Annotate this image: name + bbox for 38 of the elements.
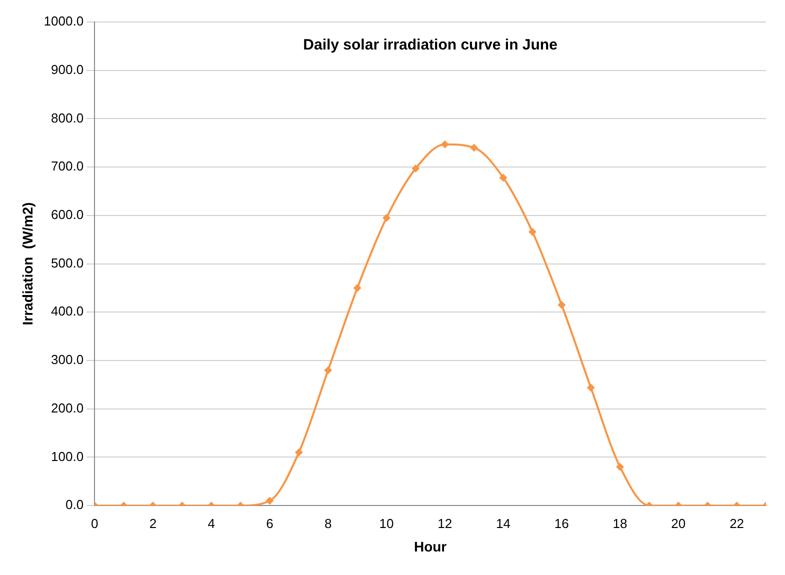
x-tick-label: 0 [90, 516, 98, 531]
point [616, 462, 624, 471]
x-tick-label: 6 [266, 516, 274, 531]
y-tick-label: 200.0 [51, 400, 84, 416]
y-tick-label: 300.0 [51, 352, 84, 368]
y-tick-label: 500.0 [51, 255, 84, 270]
y-tick-label: 0.0 [65, 497, 84, 512]
y-tick-label: 400.0 [51, 304, 84, 319]
x-tick-label: 10 [379, 516, 394, 531]
point [440, 140, 449, 148]
x-tick-label: 22 [730, 516, 744, 531]
x-tick-label: 14 [496, 516, 510, 531]
point [382, 214, 390, 222]
x-axis-title: Hour [414, 538, 448, 554]
x-tick-label: 12 [438, 516, 452, 531]
point [353, 284, 362, 292]
point [528, 228, 536, 236]
y-tick-label: 600.0 [51, 207, 84, 222]
x-tick-label: 8 [324, 516, 332, 531]
y-tick-label: 900.0 [51, 62, 84, 77]
point [586, 384, 595, 392]
y-tick-label: 1000.0 [44, 14, 84, 29]
point [558, 300, 566, 309]
x-tick-label: 2 [149, 516, 157, 531]
y-tick-label: 800.0 [51, 110, 84, 126]
text: Daily solar irradiation curve in June [303, 36, 558, 54]
x-tick-label: 18 [612, 516, 628, 531]
y-axis-title: Irradiation (W/m2) [19, 202, 36, 326]
point [294, 448, 303, 456]
x-tick-label: 16 [554, 516, 569, 531]
y-tick-label: 100.0 [51, 448, 84, 464]
point [499, 174, 508, 182]
point [412, 164, 420, 173]
point [324, 366, 332, 374]
y-tick-label: 700.0 [51, 158, 84, 174]
x-tick-label: 4 [208, 516, 215, 531]
point [470, 144, 478, 152]
x-tick-label: 20 [671, 516, 686, 531]
